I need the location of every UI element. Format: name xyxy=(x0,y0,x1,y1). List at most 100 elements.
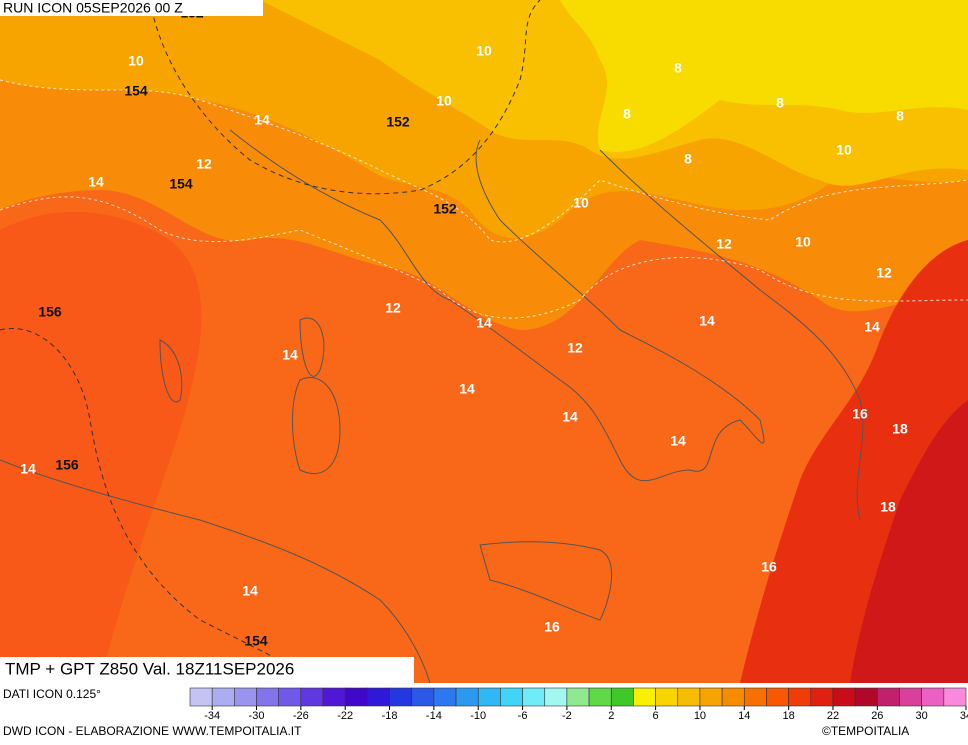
map: 10 10 10 8 8 8 8 8 10 14 12 14 10 12 10 12 12 14 14 14 12 14 1… xyxy=(0,0,968,684)
temperature-label: 12 xyxy=(385,300,401,316)
data-source: DATI ICON 0.125° xyxy=(3,687,101,701)
temperature-contours xyxy=(0,79,968,319)
colorbar-swatch xyxy=(877,687,900,707)
colorbar-swatch xyxy=(411,687,435,707)
colorbar-swatch xyxy=(211,687,235,707)
colorbar-swatch xyxy=(788,687,812,707)
colorbar-swatch xyxy=(455,687,479,707)
colorbar-swatch xyxy=(278,687,302,707)
colorbar-swatch xyxy=(766,687,789,707)
colorbar-swatch xyxy=(344,687,368,707)
temperature-label: 10 xyxy=(573,195,589,211)
temperature-label: 8 xyxy=(623,106,631,122)
temperature-label: 12 xyxy=(567,340,583,356)
colorbar: -34 -30 -26 -22 -18 -14 -10 -6 -2 2 6 10 14 18 22 26 30 3… xyxy=(189,687,968,722)
temperature-label: 14 xyxy=(88,174,104,190)
colorbar-label: -26 xyxy=(293,710,309,722)
colorbar-label: -34 xyxy=(204,710,220,722)
temperature-label: 12 xyxy=(196,156,212,172)
height-label: 154 xyxy=(124,83,148,99)
colorbar-label: -30 xyxy=(249,710,265,722)
height-contours xyxy=(0,0,541,684)
temperature-label: 14 xyxy=(282,347,298,363)
colorbar-swatch xyxy=(544,687,568,707)
temperature-label: 8 xyxy=(776,95,784,111)
height-label: 156 xyxy=(38,304,62,320)
temperature-label: 18 xyxy=(880,499,896,515)
colorbar-label: 2 xyxy=(608,710,614,722)
colorbar-label: 10 xyxy=(694,710,706,722)
temperature-label: 14 xyxy=(459,381,475,397)
colorbar-swatch xyxy=(322,687,346,707)
temperature-label: 18 xyxy=(892,421,908,437)
colorbar-swatch xyxy=(633,687,656,707)
temperature-label: 8 xyxy=(674,60,682,76)
colorbar-swatch xyxy=(854,687,878,707)
colorbar-label: 14 xyxy=(738,710,750,722)
run-box xyxy=(0,0,263,16)
title-box xyxy=(0,657,414,683)
colorbar-swatch xyxy=(566,687,590,707)
colorbar-swatch xyxy=(610,687,634,707)
temperature-label: 14 xyxy=(242,583,258,599)
temperature-label: 16 xyxy=(852,406,868,422)
height-label: 152 xyxy=(433,201,457,217)
colorbar-swatch xyxy=(743,687,767,707)
height-label: 154 xyxy=(169,176,193,192)
colorbar-swatch xyxy=(899,687,922,707)
colorbar-swatch xyxy=(389,687,413,707)
dark-red-zone xyxy=(850,400,968,683)
colorbar-swatch xyxy=(943,687,967,707)
temperature-label: 10 xyxy=(476,43,492,59)
colorbar-swatch xyxy=(721,687,745,707)
colorbar-label: 34 xyxy=(960,710,968,722)
copyright: ©TEMPOITALIA xyxy=(822,724,909,738)
temperature-label: 14 xyxy=(699,313,715,329)
map-title: TMP + GPT Z850 Val. 18Z11SEP2026 xyxy=(5,659,294,678)
temperature-label: 14 xyxy=(562,409,578,425)
colorbar-swatch xyxy=(655,687,679,707)
temperature-label: 10 xyxy=(128,53,144,69)
coastlines xyxy=(0,129,864,684)
colorbar-swatch xyxy=(500,687,523,707)
colorbar-swatch xyxy=(256,687,279,707)
temperature-label: 10 xyxy=(436,93,452,109)
colorbar-label: 26 xyxy=(871,710,883,722)
colorbar-label: -22 xyxy=(337,710,353,722)
run-label: RUN ICON 05SEP2026 00 Z xyxy=(3,0,183,16)
temperature-label: 8 xyxy=(896,108,904,124)
temperature-label: 14 xyxy=(670,433,686,449)
temperature-label: 12 xyxy=(716,236,732,252)
colorbar-label: 18 xyxy=(783,710,795,722)
colorbar-label: -14 xyxy=(426,710,442,722)
contour-labels: 10 10 10 8 8 8 8 8 10 14 12 14 10 12 10 12 12 14 14 14 12 14 1… xyxy=(20,5,908,649)
colorbar-label: 30 xyxy=(916,710,928,722)
temperature-label: 14 xyxy=(20,461,36,477)
temperature-label: 8 xyxy=(684,151,692,167)
colorbar-swatch xyxy=(433,687,457,707)
colorbar-label: -2 xyxy=(562,710,572,722)
colorbar-swatch xyxy=(522,687,546,707)
height-label: 154 xyxy=(244,633,268,649)
height-label: 152 xyxy=(386,114,410,130)
colorbar-label: -6 xyxy=(518,710,528,722)
temperature-label: 10 xyxy=(836,142,852,158)
temperature-label: 16 xyxy=(761,559,777,575)
temperature-label: 14 xyxy=(864,319,880,335)
colorbar-label: 6 xyxy=(653,710,659,722)
colorbar-swatch xyxy=(588,687,612,707)
temperature-label: 12 xyxy=(876,265,892,281)
colorbar-swatch xyxy=(921,687,945,707)
credit: DWD ICON - ELABORAZIONE WWW.TEMPOITALIA.… xyxy=(3,724,302,738)
colorbar-swatch xyxy=(477,687,501,707)
temperature-label: 16 xyxy=(544,619,560,635)
yellow-zone xyxy=(560,0,968,152)
height-label: 156 xyxy=(55,457,79,473)
colorbar-swatch xyxy=(677,687,701,707)
temperature-label: 10 xyxy=(795,234,811,250)
colorbar-label: -18 xyxy=(382,710,398,722)
colorbar-swatch xyxy=(832,687,856,707)
colorbar-swatch xyxy=(810,687,834,707)
colorbar-swatch xyxy=(189,687,213,707)
